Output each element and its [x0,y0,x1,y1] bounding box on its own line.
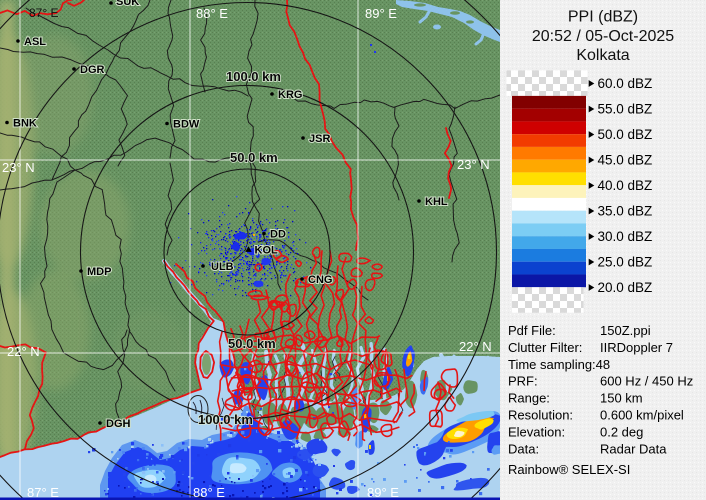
svg-text:100.0 km: 100.0 km [198,412,253,427]
svg-text:100.0 km: 100.0 km [226,69,281,84]
svg-text:Kolkata: Kolkata [576,47,629,64]
svg-text:ASL: ASL [24,36,46,48]
svg-text:DGR: DGR [80,64,105,76]
svg-text:600 Hz / 450 Hz: 600 Hz / 450 Hz [600,374,693,389]
svg-text:45.0 dBZ: 45.0 dBZ [598,153,653,168]
svg-text:55.0 dBZ: 55.0 dBZ [598,102,653,117]
svg-text:KHL: KHL [425,196,448,208]
svg-text:50.0 dBZ: 50.0 dBZ [598,127,653,142]
svg-text:89° E: 89° E [367,485,399,500]
svg-text:MDP: MDP [87,266,111,278]
svg-text:88° E: 88° E [196,6,228,21]
svg-text:Rainbow® SELEX-SI: Rainbow® SELEX-SI [508,462,630,477]
svg-text:Elevation:: Elevation: [508,424,565,439]
svg-text:89° E: 89° E [365,6,397,21]
svg-text:JSR: JSR [309,133,330,145]
svg-text:IIRDoppler 7: IIRDoppler 7 [600,340,673,355]
svg-text:60.0 dBZ: 60.0 dBZ [598,76,653,91]
svg-text:20:52 / 05-Oct-2025: 20:52 / 05-Oct-2025 [532,28,674,45]
svg-text:ULB: ULB [211,261,234,273]
svg-text:BNK: BNK [13,118,37,130]
svg-text:50.0 km: 50.0 km [230,150,278,165]
svg-text:0.2 deg: 0.2 deg [600,424,643,439]
svg-text:35.0 dBZ: 35.0 dBZ [598,204,653,219]
svg-text:Resolution:: Resolution: [508,408,573,423]
svg-text:50.0 km: 50.0 km [228,336,276,351]
svg-text:25.0 dBZ: 25.0 dBZ [598,255,653,270]
svg-text:40.0 dBZ: 40.0 dBZ [598,178,653,193]
svg-text:87° E: 87° E [29,6,58,20]
svg-text:BDW: BDW [173,119,200,131]
svg-text:22° N: 22° N [7,344,40,359]
svg-text:Time sampling:48: Time sampling:48 [508,357,610,372]
svg-text:150 km: 150 km [600,391,643,406]
svg-text:0.600 km/pixel: 0.600 km/pixel [600,408,684,423]
svg-text:CNG: CNG [308,274,332,286]
svg-text:Pdf File:: Pdf File: [508,323,556,338]
svg-text:DD: DD [270,229,286,241]
svg-text:Radar Data: Radar Data [600,441,667,456]
svg-text:Range:: Range: [508,391,550,406]
svg-text:22° N: 22° N [459,339,492,354]
svg-text:150Z.ppi: 150Z.ppi [600,323,651,338]
svg-text:PPI (dBZ): PPI (dBZ) [568,9,638,26]
svg-text:Data:: Data: [508,441,539,456]
svg-text:PRF:: PRF: [508,374,538,389]
svg-text:DGH: DGH [106,418,131,430]
svg-text:88° E: 88° E [193,485,225,500]
svg-text:KOL: KOL [255,245,279,257]
svg-text:30.0 dBZ: 30.0 dBZ [598,229,653,244]
svg-text:87° E: 87° E [27,485,59,500]
svg-text:SUK: SUK [116,0,139,8]
svg-text:KRG: KRG [278,89,302,101]
svg-text:23° N: 23° N [2,160,35,175]
svg-text:Clutter Filter:: Clutter Filter: [508,340,582,355]
svg-text:20.0 dBZ: 20.0 dBZ [598,280,653,295]
svg-text:23° N: 23° N [457,157,490,172]
